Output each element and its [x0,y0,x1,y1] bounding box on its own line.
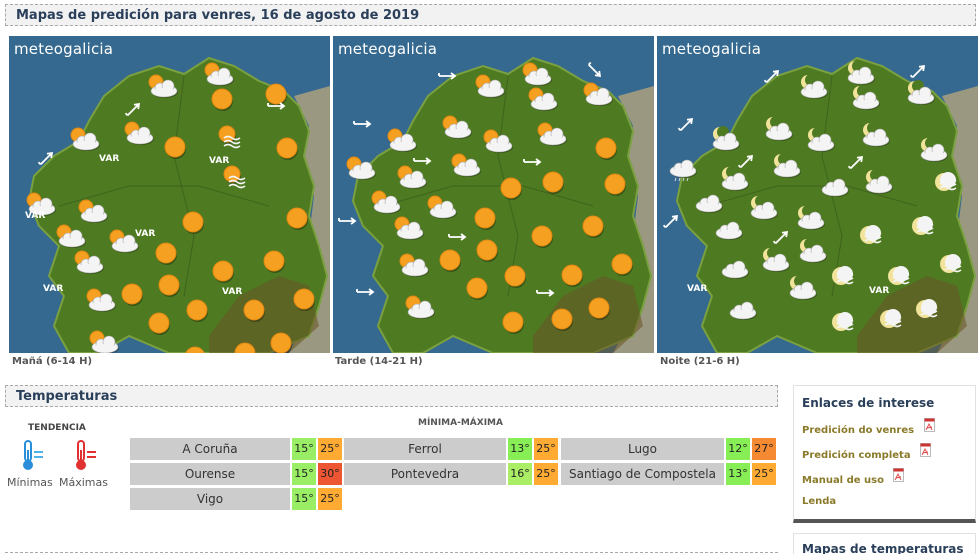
city-name: Ourense [130,463,290,485]
city-name: Pontevedra [344,463,506,485]
minmax-title: MÍNIMA-MÁXIMA [418,418,503,428]
pdf-icon[interactable] [920,443,931,457]
link-predicion-venres[interactable]: Predición do venres [802,425,915,436]
pdf-icon[interactable] [893,468,904,482]
map-manha[interactable]: VAR VAR VAR VAR VAR VAR meteogalicia [9,36,330,353]
min-temp: 13° [726,463,750,485]
max-temp: 30° [318,463,342,485]
meteogalicia-logo: meteogalicia [662,40,762,58]
max-temp: 25° [752,463,776,485]
svg-text:VAR: VAR [687,284,707,294]
maximas-label: Máximas [59,476,108,489]
svg-text:VAR: VAR [135,229,155,239]
svg-text:VAR: VAR [25,211,45,221]
min-temp: 12° [726,438,750,460]
minimas-label: Mínimas [7,476,53,489]
svg-text:VAR: VAR [209,156,229,166]
min-temp: 15° [292,438,316,460]
maps-temperaturas-panel: Mapas de temperaturas [793,533,976,554]
min-temp: 15° [292,488,316,510]
city-name: Lugo [561,438,724,460]
city-name: A Coruña [130,438,290,460]
galicia-map-graphic [338,56,654,353]
galicia-map-graphic: VAR VAR [662,56,978,353]
min-temp: 15° [292,463,316,485]
map-tarde[interactable]: meteogalicia [333,36,654,353]
city-name: Ferrol [344,438,506,460]
svg-text:VAR: VAR [222,287,242,297]
max-temp: 25° [534,463,558,485]
maps-section-header: Mapas de predición para venres, 16 de ag… [5,4,976,26]
meteogalicia-logo: meteogalicia [14,40,114,58]
thermometer-max-icon [76,440,96,470]
divider [5,552,778,553]
maps-temperaturas-title: Mapas de temperaturas [802,542,964,554]
map-label-noite: Noite (21-6 H) [660,356,740,367]
max-temp: 25° [534,438,558,460]
link-predicion-completa[interactable]: Predición completa [802,450,911,461]
min-temp: 13° [508,438,532,460]
meteogalicia-logo: meteogalicia [338,40,438,58]
galicia-map-graphic: VAR VAR VAR VAR VAR VAR [25,56,330,353]
map-label-manha: Mañá (6-14 H) [12,356,93,367]
links-title: Enlaces de interese [802,396,935,410]
link-lenda[interactable]: Lenda [802,496,837,507]
city-name: Santiago de Compostela [561,463,724,485]
svg-text:VAR: VAR [869,286,889,296]
max-temp: 27° [752,438,776,460]
pdf-icon[interactable] [924,418,935,432]
tendencia-label: TENDENCIA [28,423,86,433]
max-temp: 25° [318,488,342,510]
links-panel: Enlaces de interese Predición do venres … [793,385,976,523]
temperatures-title: Temperaturas [16,389,118,404]
page-title: Mapas de predición para venres, 16 de ag… [16,8,420,23]
temperatures-section-header: Temperaturas [5,385,778,407]
svg-text:VAR: VAR [43,284,63,294]
max-temp: 25° [318,438,342,460]
min-temp: 16° [508,463,532,485]
svg-text:VAR: VAR [99,154,119,164]
city-name: Vigo [130,488,290,510]
map-noite[interactable]: VAR VAR meteogalicia [657,36,978,353]
map-label-tarde: Tarde (14-21 H) [335,356,423,367]
link-manual-uso[interactable]: Manual de uso [802,475,884,486]
thermometer-min-icon [23,440,43,470]
